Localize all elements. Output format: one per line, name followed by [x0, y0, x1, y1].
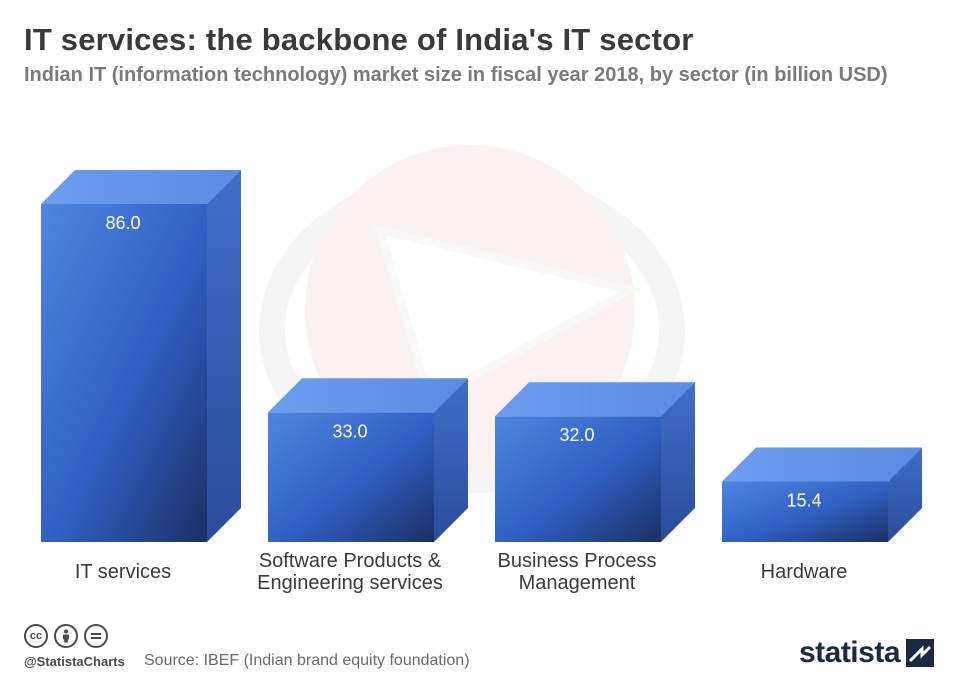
- social-handle[interactable]: @StatistaCharts: [24, 654, 125, 669]
- bar-4: 15.4: [722, 447, 922, 542]
- bar-value-label: 15.4: [786, 490, 821, 510]
- cc-icon: cc: [24, 624, 48, 648]
- source-note: Source: IBEF (Indian brand equity founda…: [144, 652, 470, 669]
- bar-1: 86.0: [41, 170, 241, 542]
- bar-front: [722, 481, 888, 542]
- category-label: IT services: [75, 561, 171, 583]
- bar-value-label: 32.0: [559, 425, 594, 445]
- bar-2: 33.0: [268, 378, 468, 542]
- category-label: Management: [519, 572, 636, 594]
- bar-value-label: 33.0: [332, 421, 367, 441]
- category-label: Hardware: [761, 561, 848, 583]
- bar-front: [268, 412, 434, 542]
- bar-top: [722, 447, 922, 482]
- bar-side: [661, 382, 695, 542]
- by-icon: [54, 624, 78, 648]
- bar-3: 32.0: [495, 382, 695, 542]
- bar-value-label: 86.0: [105, 213, 140, 233]
- category-label: Business Process: [498, 550, 657, 572]
- bars-group: 86.0 33.0 32.0 15.4: [41, 170, 922, 542]
- bar-side: [434, 378, 468, 542]
- bar-top: [268, 378, 468, 413]
- brand-name: statista: [798, 636, 901, 669]
- category-label: Software Products &: [259, 550, 442, 572]
- statista-mark-icon: [906, 639, 934, 667]
- chart-title: IT services: the backbone of India's IT …: [24, 22, 694, 57]
- license-icons: cc: [24, 624, 108, 648]
- bar-front: [495, 416, 661, 542]
- bar-front: [41, 204, 207, 542]
- chart-subtitle: Indian IT (information technology) marke…: [24, 64, 888, 86]
- bar-top: [495, 382, 695, 417]
- bar-side: [888, 447, 922, 542]
- category-label: Engineering services: [257, 572, 443, 594]
- nd-icon: [84, 624, 108, 648]
- bar-top: [41, 170, 241, 204]
- bar-side: [207, 170, 241, 542]
- brand-logo[interactable]: statista: [799, 636, 934, 670]
- category-labels: IT services Software Products &Engineerin…: [75, 550, 848, 594]
